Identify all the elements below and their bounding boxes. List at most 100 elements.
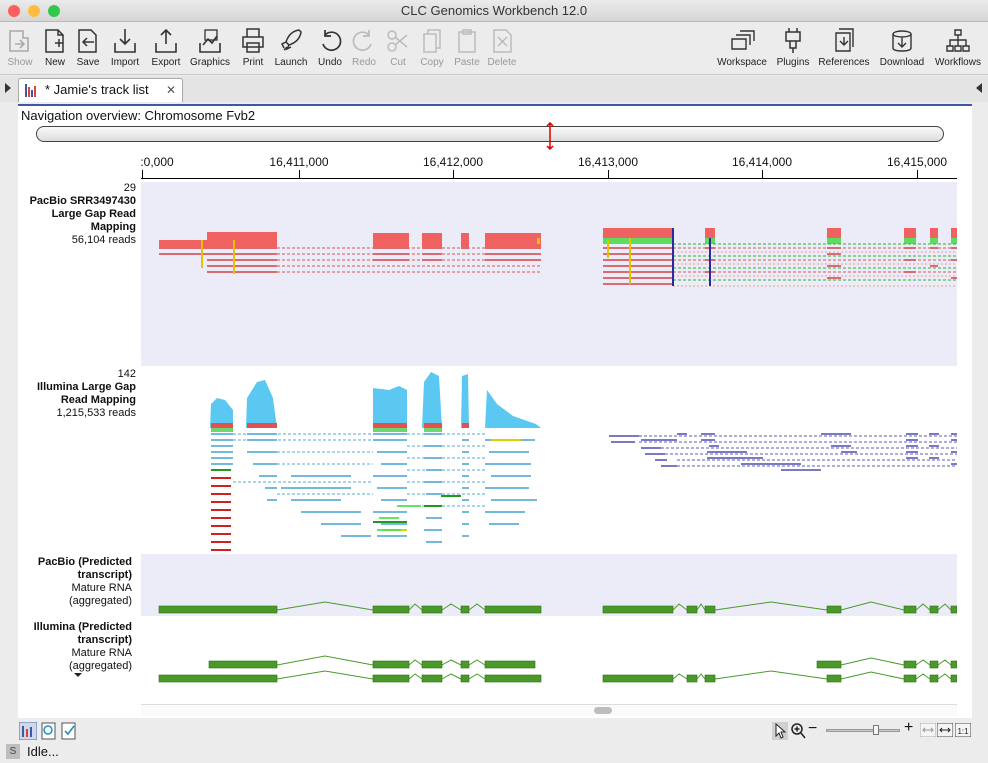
track-label-pacbio-transcript: PacBio (Predicted transcript) Mature RNA… <box>18 556 132 608</box>
close-window-button[interactable] <box>8 5 20 17</box>
zoom-out-icon[interactable]: − <box>808 720 818 737</box>
ruler-tick-label: 16,413,000 <box>577 155 639 169</box>
track-pacbio-mapping[interactable] <box>141 182 957 366</box>
references-button[interactable]: References <box>818 25 870 73</box>
graphics-button[interactable]: Graphics <box>188 25 232 73</box>
editor-top-border <box>18 104 972 106</box>
track-name-line: Mapping <box>90 221 136 233</box>
show-button[interactable]: Show <box>4 25 36 73</box>
ruler-tick-label: 16,412,000 <box>422 155 484 169</box>
plugin-icon <box>785 28 801 53</box>
tab-jamies-track-list[interactable]: * Jamie's track list ✕ <box>18 78 183 102</box>
track-read-count: 1,215,533 reads <box>56 407 136 419</box>
track-label-illumina-mapping: 142 Illumina Large Gap Read Mapping 1,21… <box>18 368 136 420</box>
scrollbar-thumb[interactable] <box>594 707 612 714</box>
title-bar: CLC Genomics Workbench 12.0 <box>0 0 988 22</box>
track-label-pacbio-mapping: 29 PacBio SRR3497430 Large Gap Read Mapp… <box>18 182 136 247</box>
import-icon <box>114 29 136 53</box>
zoom-window-button[interactable] <box>48 5 60 17</box>
zoom-slider[interactable] <box>826 725 900 735</box>
download-icon <box>892 30 912 52</box>
delete-button[interactable]: Delete <box>486 25 518 73</box>
workspace-icon <box>731 30 755 50</box>
redo-button[interactable]: Redo <box>350 25 378 73</box>
check-view-icon[interactable] <box>60 722 78 740</box>
print-button[interactable]: Print <box>238 25 268 73</box>
workflow-icon <box>946 29 970 52</box>
scissors-icon <box>387 30 408 52</box>
status-badge: S <box>6 744 20 759</box>
table-view-icon[interactable] <box>40 722 58 740</box>
undo-icon <box>322 30 342 51</box>
zoom-in-icon[interactable]: + <box>904 719 914 736</box>
copy-icon <box>423 29 441 53</box>
expand-left-panel-icon[interactable] <box>3 82 13 94</box>
navigation-position-marker[interactable] <box>546 122 554 150</box>
track-max-value: 29 <box>123 182 136 194</box>
expand-right-panel-icon[interactable] <box>974 82 984 94</box>
pacbio-transcript-model <box>158 601 958 614</box>
navigation-overview-title: Navigation overview: Chromosome Fvb2 <box>21 108 256 123</box>
graphics-icon <box>199 29 221 53</box>
ruler-tick <box>762 170 763 178</box>
track-subtitle-line: Mature RNA <box>71 582 132 594</box>
ruler-tick <box>453 170 454 178</box>
status-text: Idle... <box>27 744 59 759</box>
print-icon <box>242 28 264 53</box>
zoom-100-icon[interactable]: 1:1 <box>955 723 971 737</box>
track-view-icon[interactable] <box>19 722 37 740</box>
export-button[interactable]: Export <box>148 25 184 73</box>
workflows-button[interactable]: Workflows <box>932 25 984 73</box>
cut-button[interactable]: Cut <box>384 25 412 73</box>
zoom-in-tool-icon[interactable] <box>790 722 806 740</box>
track-name-line: Read Mapping <box>60 394 136 406</box>
track-read-count: 56,104 reads <box>71 234 136 246</box>
ruler-tick-label: :0,000 <box>140 155 174 169</box>
paste-button[interactable]: Paste <box>452 25 482 73</box>
ruler-tick <box>299 170 300 178</box>
save-icon <box>78 29 97 53</box>
import-button[interactable]: Import <box>107 25 143 73</box>
selection-pointer-icon[interactable] <box>772 722 788 740</box>
horizontal-scrollbar[interactable] <box>141 704 957 716</box>
plugins-button[interactable]: Plugins <box>774 25 812 73</box>
expand-track-arrow-icon[interactable] <box>74 672 82 678</box>
track-name-line: transcript) <box>77 569 132 581</box>
track-name-line: transcript) <box>77 634 132 646</box>
copy-button[interactable]: Copy <box>417 25 447 73</box>
track-name-line: Illumina (Predicted <box>33 621 132 633</box>
download-button[interactable]: Download <box>876 25 928 73</box>
launch-button[interactable]: Launch <box>273 25 309 73</box>
save-button[interactable]: Save <box>74 25 102 73</box>
pacbio-coverage-and-reads <box>159 228 957 287</box>
tab-close-button[interactable]: ✕ <box>165 83 176 97</box>
show-icon <box>9 30 29 52</box>
rocket-icon <box>280 29 302 51</box>
illumina-transcript-model <box>158 655 958 683</box>
new-button[interactable]: New <box>40 25 70 73</box>
track-view: Navigation overview: Chromosome Fvb2 :0,… <box>18 106 972 718</box>
navigation-overview-bar[interactable] <box>36 122 944 150</box>
tab-label: * Jamie's track list <box>45 82 149 97</box>
track-label-illumina-transcript: Illumina (Predicted transcript) Mature R… <box>18 621 132 673</box>
track-name-line: PacBio SRR3497430 <box>29 195 136 207</box>
track-subtitle-line: Mature RNA <box>71 647 132 659</box>
track-illumina-mapping[interactable] <box>141 368 957 552</box>
zoom-slider-thumb[interactable] <box>873 725 879 735</box>
track-name-line: PacBio (Predicted <box>37 556 132 568</box>
zoom-to-selection-icon[interactable] <box>937 723 953 737</box>
workspace-button[interactable]: Workspace <box>716 25 768 73</box>
track-illumina-transcript[interactable] <box>141 618 958 688</box>
track-pacbio-transcript[interactable] <box>141 554 958 616</box>
undo-button[interactable]: Undo <box>314 25 346 73</box>
track-subtitle-line: (aggregated) <box>69 660 132 672</box>
ruler-tick <box>917 170 918 178</box>
ruler-tick <box>608 170 609 178</box>
minimize-window-button[interactable] <box>28 5 40 17</box>
ruler-tick-label: 16,415,000 <box>886 155 948 169</box>
zoom-fit-width-icon[interactable] <box>920 723 936 737</box>
delete-icon <box>493 29 512 53</box>
bottom-bar: − + 1:1 S Idle... <box>0 719 988 763</box>
redo-icon <box>352 30 372 51</box>
track-subtitle-line: (aggregated) <box>69 595 132 607</box>
